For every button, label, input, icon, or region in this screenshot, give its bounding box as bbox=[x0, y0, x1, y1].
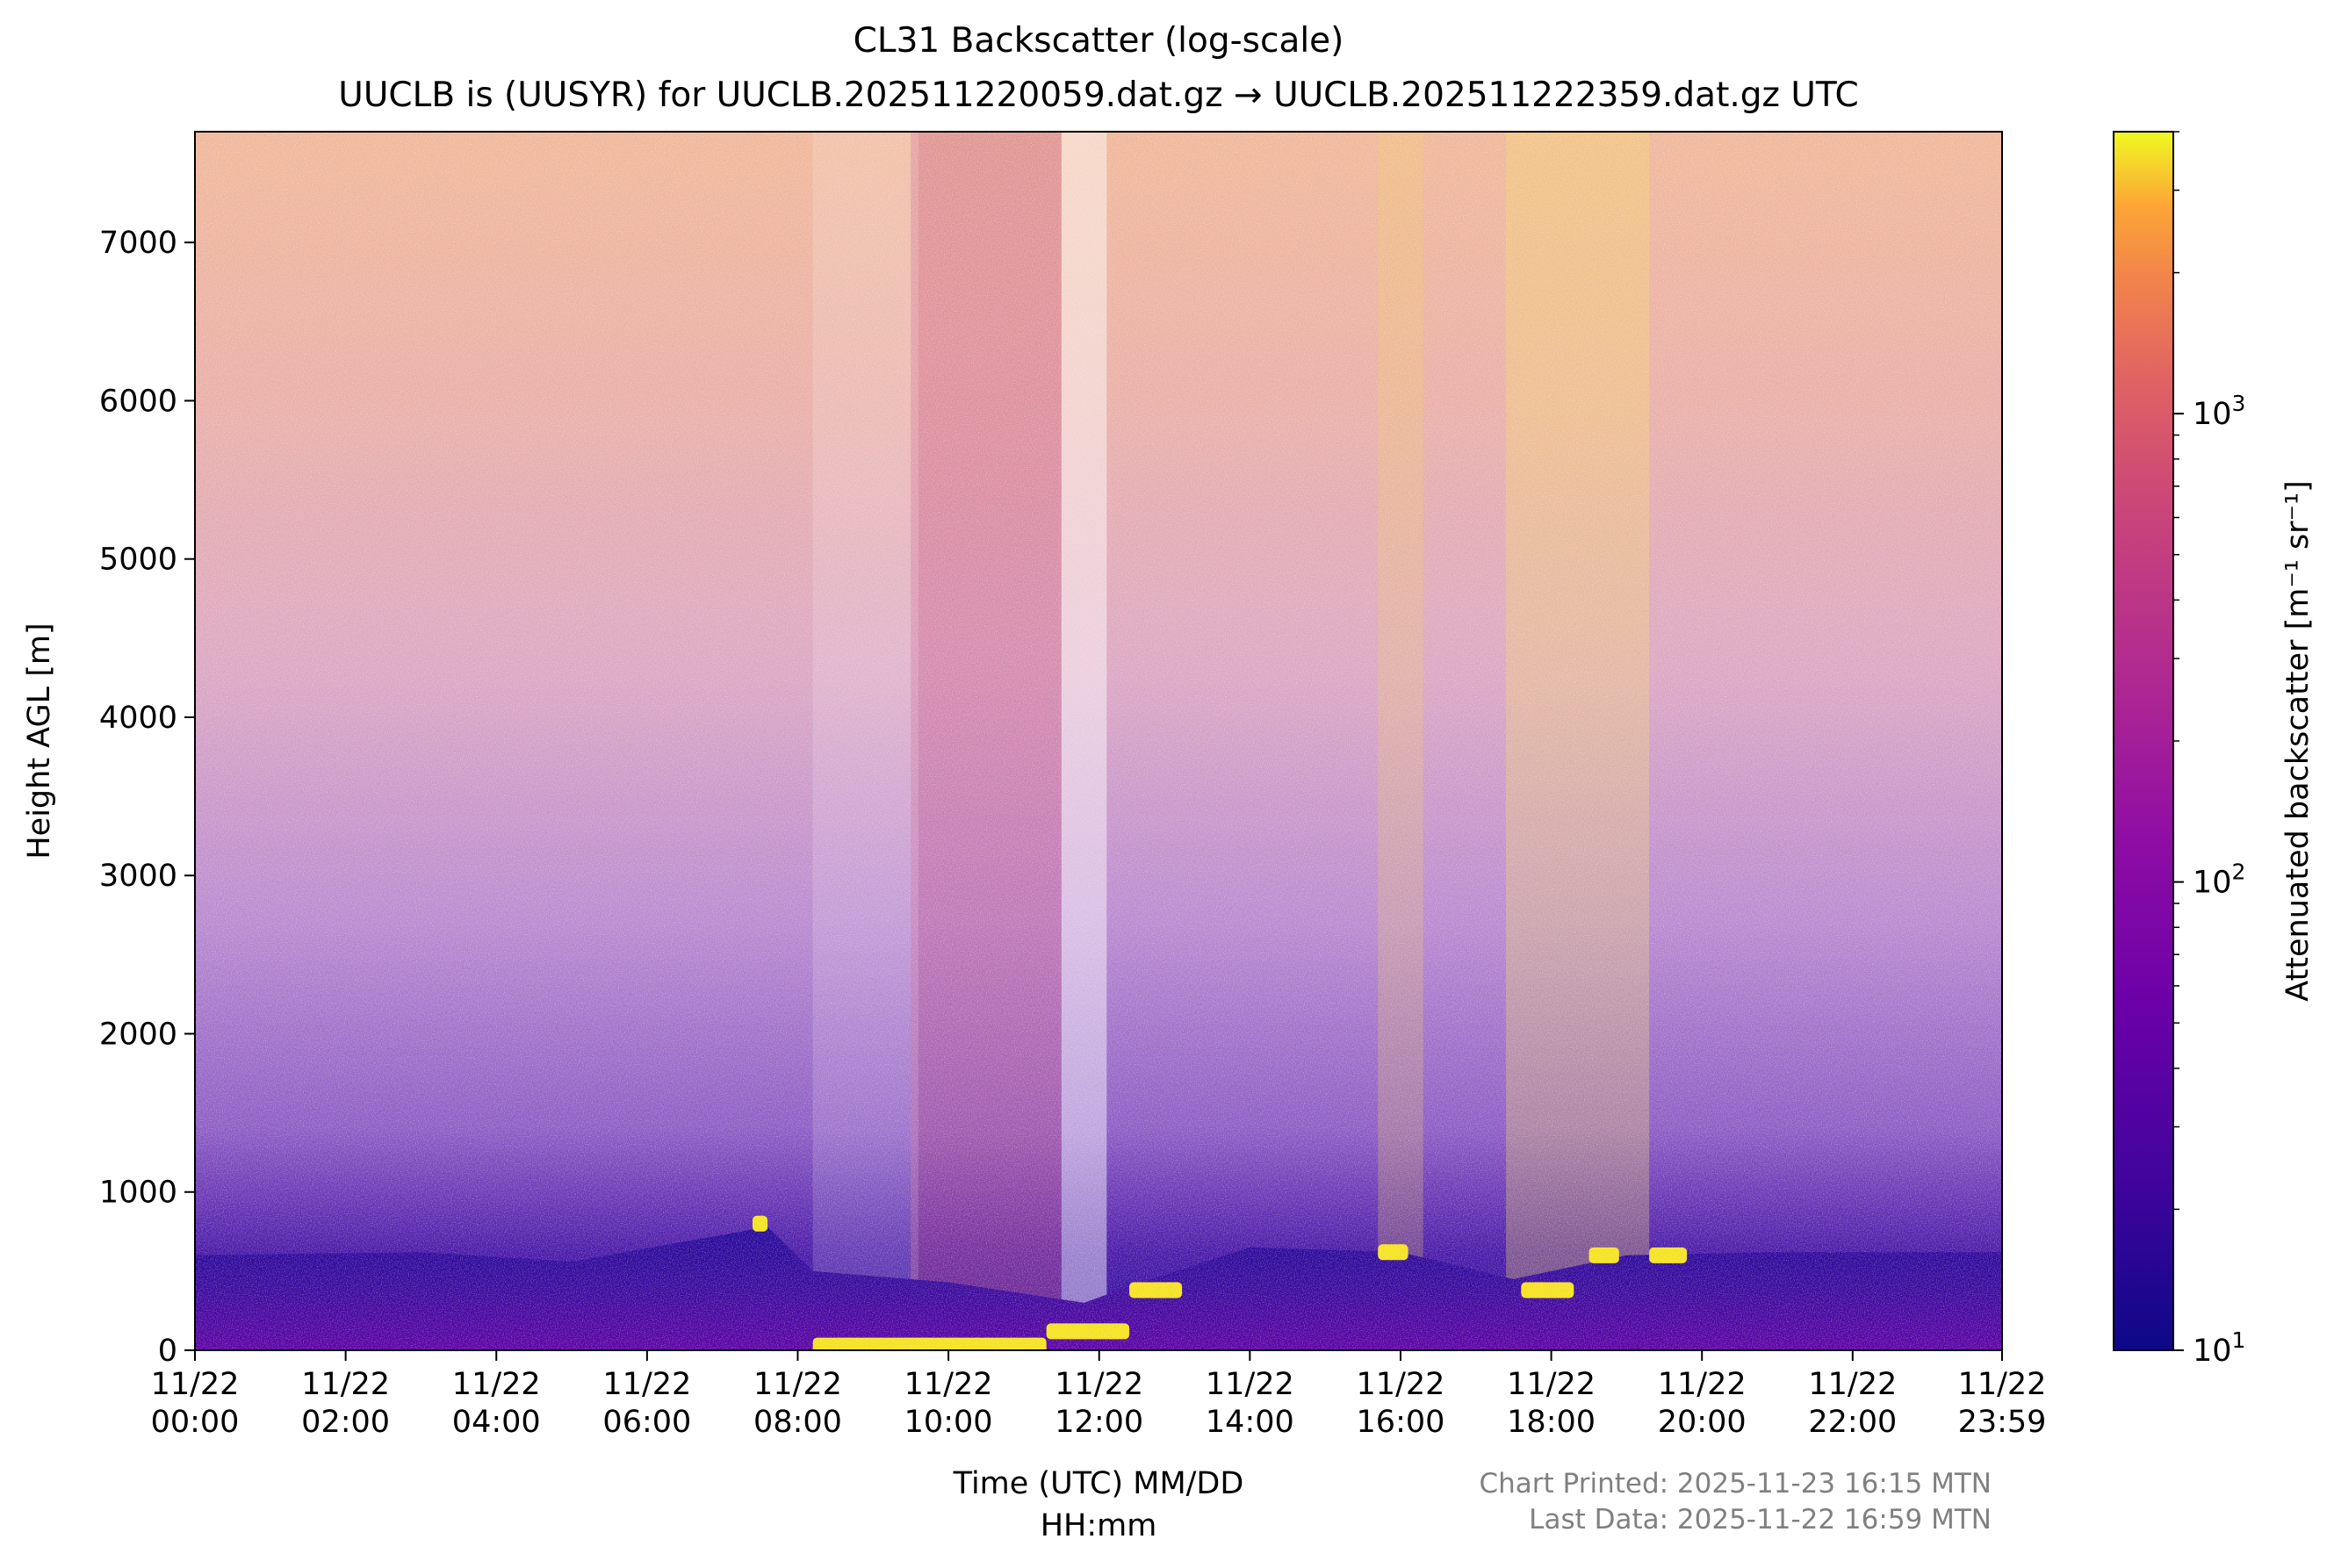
x-tick-label-time: 23:59 bbox=[1958, 1405, 2047, 1440]
y-axis: 0 1000 2000 3000 4000 5000 6000 7000 bbox=[99, 226, 195, 1369]
y-tick-label: 0 bbox=[158, 1334, 177, 1369]
x-tick-label-date: 11/22 bbox=[753, 1367, 842, 1402]
colorbar-tick-label: 102 bbox=[2193, 860, 2245, 901]
x-tick-label-date: 11/22 bbox=[1808, 1367, 1897, 1402]
heatmap-area bbox=[195, 132, 2002, 1350]
x-tick-label-time: 22:00 bbox=[1808, 1405, 1897, 1440]
x-tick-label-time: 10:00 bbox=[904, 1405, 993, 1440]
x-tick-label-time: 08:00 bbox=[753, 1405, 842, 1440]
colorbar-tick-label: 103 bbox=[2193, 391, 2245, 432]
x-tick-label-time: 02:00 bbox=[301, 1405, 390, 1440]
x-tick-label-date: 11/22 bbox=[1206, 1367, 1294, 1402]
y-axis-label: Height AGL [m] bbox=[22, 622, 57, 859]
y-tick-label: 2000 bbox=[99, 1017, 177, 1052]
x-tick-label-time: 12:00 bbox=[1055, 1405, 1143, 1440]
x-tick-label-time: 06:00 bbox=[602, 1405, 691, 1440]
x-tick-label-time: 00:00 bbox=[151, 1405, 240, 1440]
last-data-note: Last Data: 2025-11-22 16:59 MTN bbox=[1529, 1504, 1992, 1536]
chart-subtitle: UUCLB is (UUSYR) for UUCLB.202511220059.… bbox=[338, 76, 1858, 115]
x-axis: 11/2200:0011/2202:0011/2204:0011/2206:00… bbox=[151, 1350, 2047, 1440]
x-axis-label-line1: Time (UTC) MM/DD bbox=[953, 1466, 1244, 1501]
x-tick-label-time: 20:00 bbox=[1658, 1405, 1747, 1440]
x-tick-label-date: 11/22 bbox=[602, 1367, 691, 1402]
x-tick-label-time: 18:00 bbox=[1507, 1405, 1596, 1440]
x-tick-label-time: 16:00 bbox=[1357, 1405, 1445, 1440]
x-tick-label-date: 11/22 bbox=[1055, 1367, 1143, 1402]
colorbar: 101 102 103 Attenuated backscatter [m⁻¹ sr… bbox=[2113, 131, 2316, 1369]
x-tick-label-date: 11/22 bbox=[1658, 1367, 1747, 1402]
colorbar-gradient bbox=[2113, 131, 2174, 1351]
x-axis-label-line2: HH:mm bbox=[1041, 1508, 1157, 1543]
y-tick-label: 4000 bbox=[99, 701, 177, 736]
colorbar-tick-label: 101 bbox=[2193, 1327, 2245, 1369]
x-tick-label-date: 11/22 bbox=[1958, 1367, 2047, 1402]
x-tick-label-date: 11/22 bbox=[1507, 1367, 1596, 1402]
y-tick-label: 6000 bbox=[99, 384, 177, 419]
x-tick-label-date: 11/22 bbox=[904, 1367, 993, 1402]
x-tick-label-date: 11/22 bbox=[301, 1367, 390, 1402]
x-tick-label-date: 11/22 bbox=[1357, 1367, 1445, 1402]
x-tick-label-time: 14:00 bbox=[1206, 1405, 1294, 1440]
x-tick-label-time: 04:00 bbox=[452, 1405, 541, 1440]
x-tick-label-date: 11/22 bbox=[151, 1367, 240, 1402]
y-tick-label: 7000 bbox=[99, 226, 177, 261]
x-tick-label-date: 11/22 bbox=[452, 1367, 541, 1402]
y-tick-label: 5000 bbox=[99, 543, 177, 578]
colorbar-label: Attenuated backscatter [m⁻¹ sr⁻¹] bbox=[2280, 480, 2316, 1001]
chart-title: CL31 Backscatter (log-scale) bbox=[854, 21, 1344, 61]
y-tick-label: 3000 bbox=[99, 859, 177, 894]
y-tick-label: 1000 bbox=[99, 1176, 177, 1211]
chart-printed-note: Chart Printed: 2025-11-23 16:15 MTN bbox=[1480, 1468, 1992, 1500]
